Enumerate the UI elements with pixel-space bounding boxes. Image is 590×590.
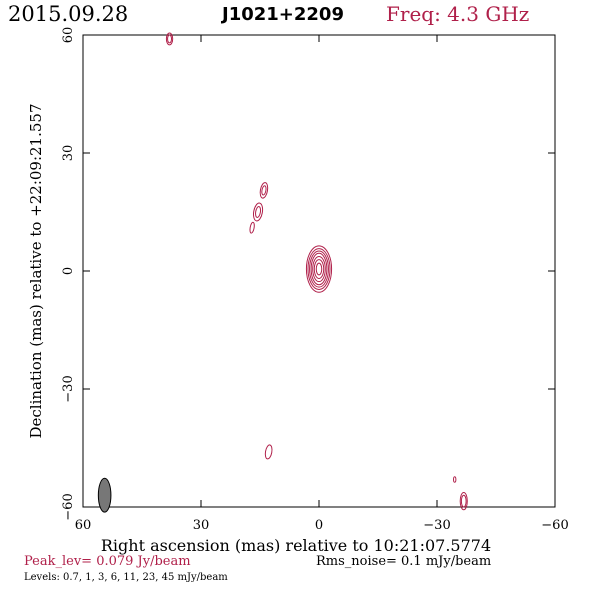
x-tick-label: 0	[315, 518, 323, 533]
x-tick-label: −30	[423, 518, 450, 533]
contour-core	[313, 259, 325, 279]
contour-jet-c	[249, 221, 255, 234]
contour-jet-a	[261, 185, 267, 196]
contour-jet-b	[255, 206, 262, 218]
observation-date: 2015.09.28	[8, 2, 129, 26]
y-tick-label: 60	[61, 27, 76, 44]
contour-se-blob-a	[460, 494, 467, 508]
contour-core	[312, 255, 326, 283]
contour-levels: Levels: 0.7, 1, 3, 6, 11, 23, 45 mJy/bea…	[24, 572, 228, 583]
x-tick-label: 60	[75, 518, 92, 533]
contour-layer	[165, 32, 468, 511]
contour-jet-a	[259, 182, 269, 199]
contour-north-blob	[165, 32, 174, 46]
contour-core	[307, 248, 331, 290]
plot-frame	[82, 34, 556, 508]
plot-border	[82, 34, 556, 508]
axis-ticks	[82, 34, 556, 508]
contour-north-blob	[167, 34, 173, 44]
contour-se-blob-a	[459, 491, 468, 511]
beam-layer	[97, 477, 112, 513]
contour-core	[315, 262, 323, 276]
x-tick-label: −60	[541, 518, 568, 533]
y-tick-label: 30	[61, 145, 76, 162]
y-tick-label: −60	[61, 493, 76, 520]
x-axis-label: Right ascension (mas) relative to 10:21:…	[101, 536, 491, 555]
tick-labels: 60 30 0 −30 −60 −60 −30 0 30 60	[61, 27, 569, 533]
contour-core	[305, 245, 333, 293]
peak-level: Peak_lev= 0.079 Jy/beam	[24, 554, 191, 569]
contour-core	[310, 252, 328, 286]
rms-noise: Rms_noise= 0.1 mJy/beam	[316, 554, 492, 569]
beam-ellipse	[97, 477, 112, 513]
contour-se-blob-b	[453, 476, 457, 483]
source-name: J1021+2209	[222, 4, 344, 25]
contour-south-blob	[264, 444, 273, 460]
contour-jet-b	[252, 202, 264, 222]
contour-core	[309, 250, 329, 288]
frequency-label: Freq: 4.3 GHz	[386, 2, 530, 26]
y-axis-label: Declination (mas) relative to +22:09:21.…	[27, 103, 45, 438]
y-tick-label: 0	[61, 267, 76, 275]
y-tick-label: −30	[61, 375, 76, 402]
x-tick-label: 30	[193, 518, 210, 533]
